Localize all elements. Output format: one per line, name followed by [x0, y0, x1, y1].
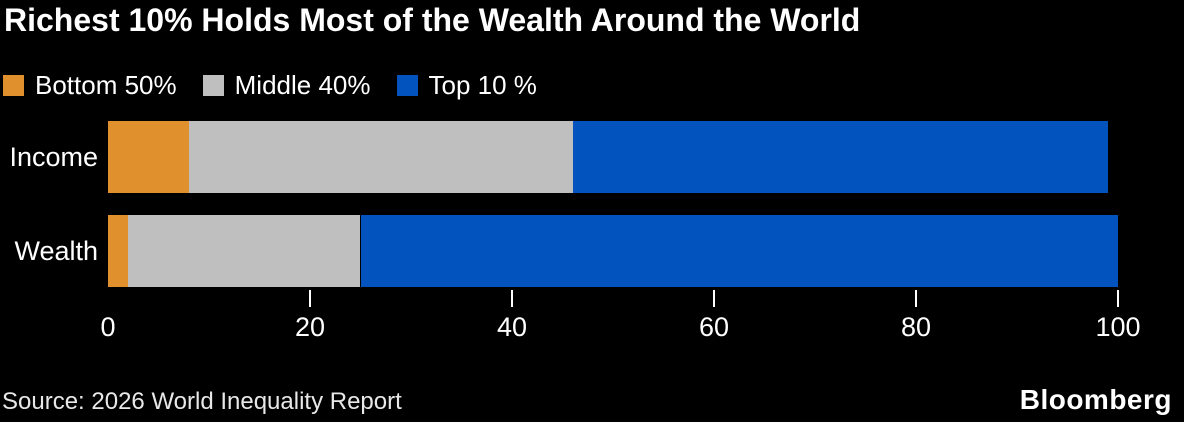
x-axis-tick-80: [915, 290, 917, 307]
legend-swatch-middle-40: [202, 75, 224, 96]
legend-swatch-top-10: [396, 75, 418, 96]
legend-item-bottom-50: Bottom 50%: [3, 70, 177, 101]
chart-legend: Bottom 50% Middle 40% Top 10 %: [3, 70, 537, 101]
legend-item-top-10: Top 10 %: [396, 70, 537, 101]
x-axis-tick-60: [713, 290, 715, 307]
legend-label-middle-40: Middle 40%: [234, 70, 371, 100]
bloomberg-logo: Bloomberg: [1019, 384, 1172, 415]
x-axis-label-100: 100: [1095, 312, 1141, 342]
legend-label-top-10: Top 10 %: [428, 70, 537, 100]
bar-segment-income-bottom-50: [108, 121, 189, 193]
x-axis-tick-100: [1117, 290, 1119, 307]
x-axis-label-20: 20: [294, 312, 326, 342]
legend-item-middle-40: Middle 40%: [202, 70, 371, 101]
bar-segment-income-top-10: [572, 121, 1108, 193]
source-note: Source: 2026 World Inequality Report: [2, 388, 402, 415]
x-axis-label-40: 40: [496, 312, 528, 342]
x-axis-tick-40: [511, 290, 513, 307]
chart-title: Richest 10% Holds Most of the Wealth Aro…: [4, 2, 861, 38]
bar-segment-income-middle-40: [188, 121, 573, 193]
bar-segment-wealth-bottom-50: [108, 215, 129, 287]
x-axis-label-80: 80: [900, 312, 932, 342]
x-axis-tick-20: [309, 290, 311, 307]
stacked-bar-wealth: [108, 215, 1118, 287]
stacked-bar-income: [108, 121, 1118, 193]
category-label-income: Income: [9, 142, 98, 172]
x-axis-label-0: 0: [100, 312, 116, 342]
category-label-wealth: Wealth: [14, 236, 98, 266]
bar-segment-wealth-middle-40: [128, 215, 361, 287]
legend-swatch-bottom-50: [3, 75, 24, 96]
legend-label-bottom-50: Bottom 50%: [35, 70, 177, 100]
x-axis-label-60: 60: [698, 312, 730, 342]
bar-segment-wealth-top-10: [360, 215, 1118, 287]
